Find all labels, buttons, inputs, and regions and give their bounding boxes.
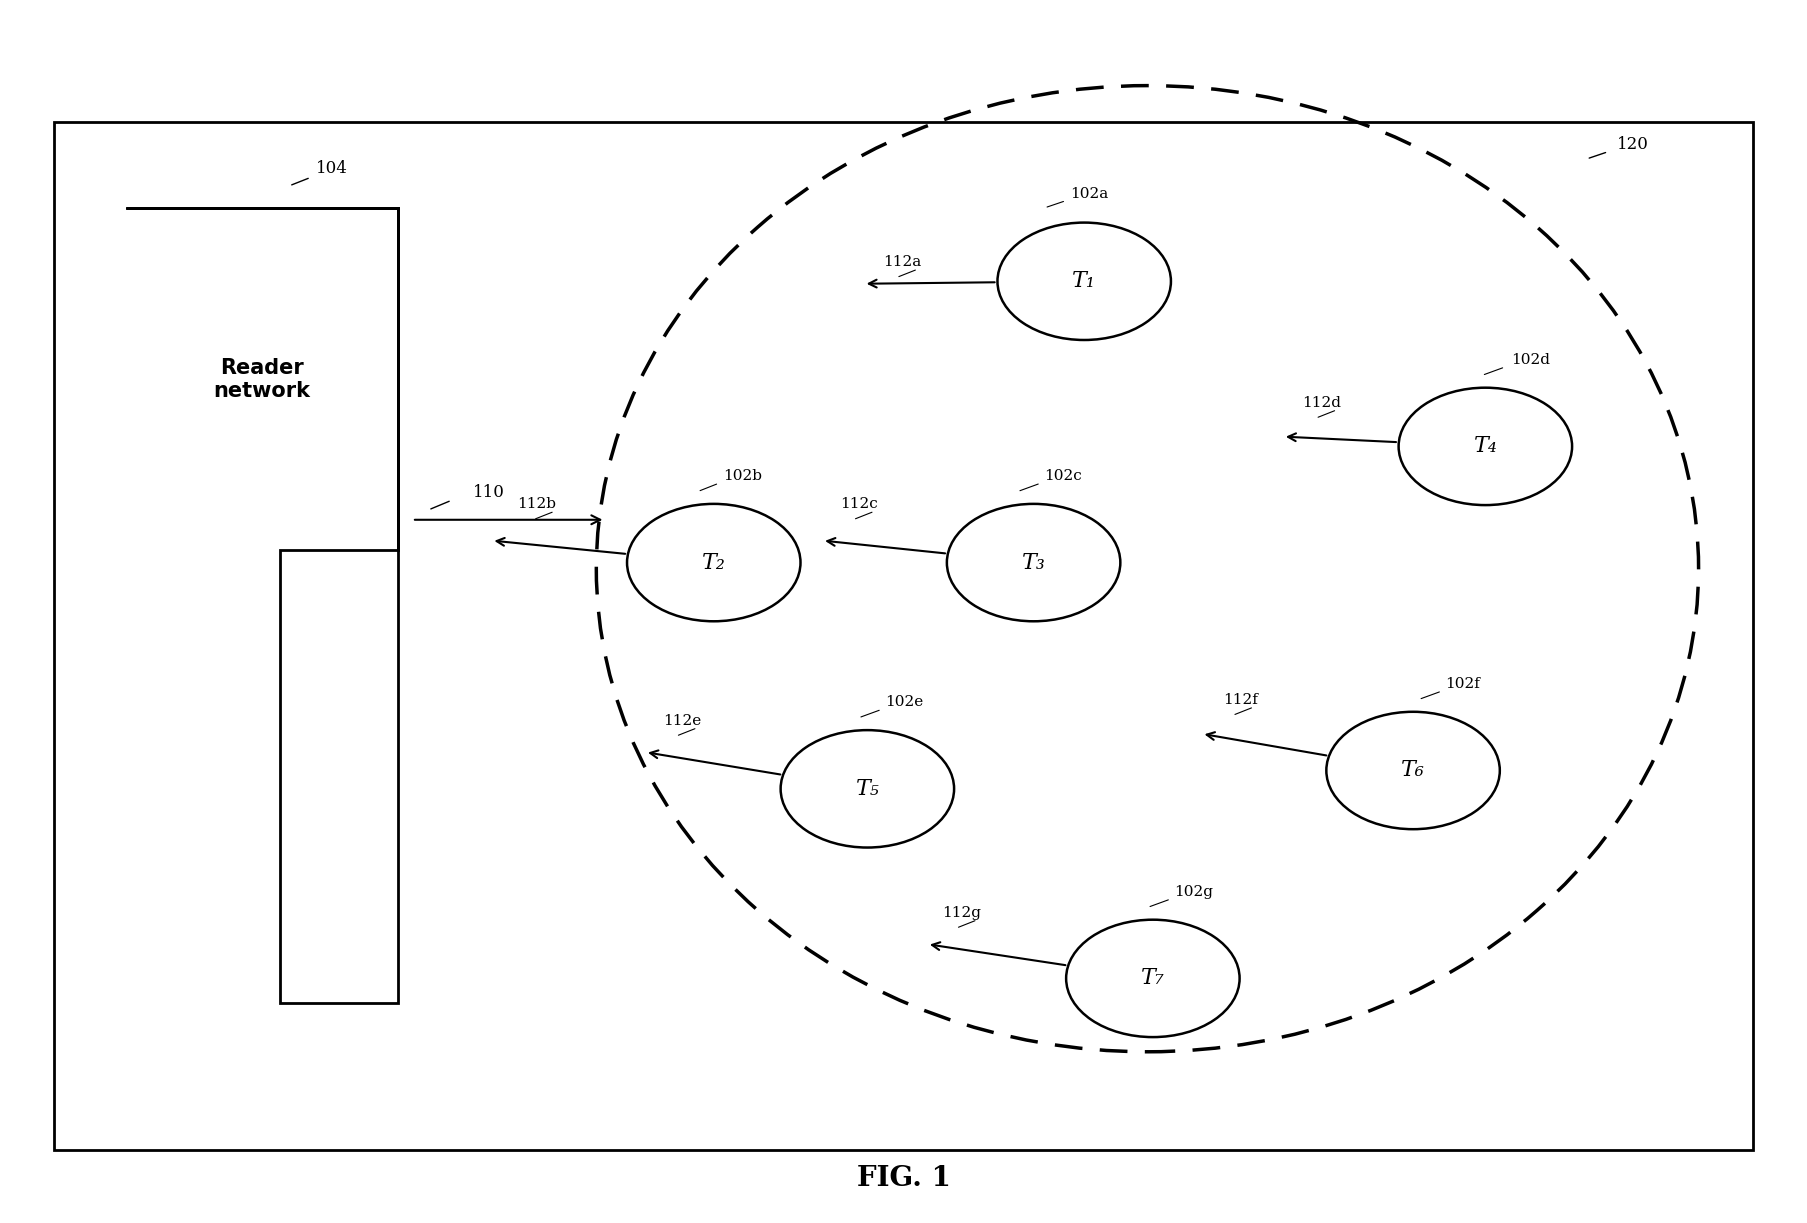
Text: 102e: 102e	[885, 696, 923, 709]
Text: FIG. 1: FIG. 1	[857, 1166, 950, 1192]
Text: Reader
network: Reader network	[213, 357, 311, 401]
Text: 102c: 102c	[1044, 470, 1082, 483]
Circle shape	[1326, 712, 1500, 829]
Text: 104: 104	[316, 160, 349, 177]
Circle shape	[997, 223, 1171, 340]
Text: 102b: 102b	[723, 470, 763, 483]
Text: 102g: 102g	[1175, 885, 1214, 899]
Text: 102f: 102f	[1446, 678, 1480, 691]
Circle shape	[781, 730, 954, 848]
Text: T₂: T₂	[701, 552, 726, 574]
Text: 102a: 102a	[1070, 187, 1108, 201]
Text: 112a: 112a	[884, 256, 922, 269]
Text: T₄: T₄	[1473, 435, 1498, 457]
Text: T₅: T₅	[855, 778, 880, 800]
Text: T₇: T₇	[1140, 967, 1166, 989]
Text: 112g: 112g	[941, 906, 981, 920]
Text: 112f: 112f	[1223, 693, 1258, 707]
Text: 120: 120	[1617, 136, 1650, 153]
Text: 102d: 102d	[1511, 353, 1550, 367]
Circle shape	[1066, 920, 1240, 1037]
FancyBboxPatch shape	[54, 122, 1753, 1150]
Text: 112d: 112d	[1301, 396, 1341, 410]
Text: 110: 110	[473, 484, 506, 501]
Text: T₃: T₃	[1021, 552, 1046, 574]
Polygon shape	[126, 208, 398, 1003]
Text: 112b: 112b	[517, 498, 557, 511]
Text: 112e: 112e	[663, 714, 701, 728]
Text: T₆: T₆	[1400, 759, 1426, 781]
Circle shape	[947, 504, 1120, 621]
Text: T₁: T₁	[1072, 270, 1097, 292]
Text: 112c: 112c	[840, 498, 878, 511]
Circle shape	[1399, 388, 1572, 505]
Circle shape	[627, 504, 801, 621]
